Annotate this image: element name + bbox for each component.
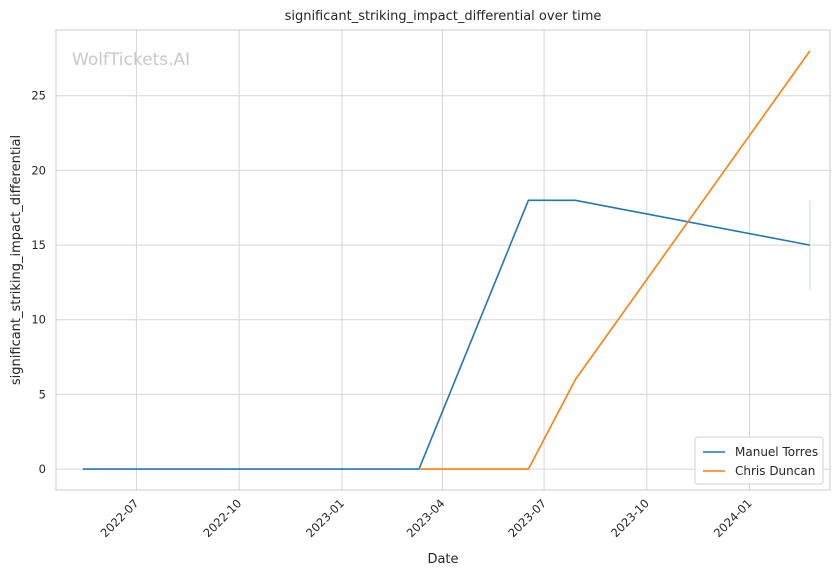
legend-box: [694, 436, 824, 485]
x-axis-label: Date: [427, 552, 458, 567]
watermark: WolfTickets.AI: [72, 50, 190, 70]
legend-entry-label: Manuel Torres: [735, 445, 818, 459]
x-axis-ticks: 2022-07 2022-10 2023-01 2023-04 2023-07 2023-…: [98, 496, 755, 540]
y-axis-ticks: 0 5 10 15 20 25: [31, 89, 46, 476]
plot-area-frame: [55, 29, 831, 491]
x-tick-label: 2023-10: [608, 496, 652, 540]
y-tick-label: 15: [31, 238, 46, 252]
y-axis-label: significant_striking_impact_differential: [9, 135, 24, 385]
y-tick-label: 5: [39, 387, 46, 401]
x-tick-label: 2023-07: [505, 496, 549, 540]
legend-entry-label: Chris Duncan: [735, 464, 815, 478]
series-line-manuel-torres: [82, 199, 811, 470]
grid: [56, 30, 830, 490]
y-tick-label: 25: [31, 89, 46, 103]
x-tick-label: 2022-10: [200, 496, 244, 540]
y-tick-label: 20: [31, 163, 46, 177]
chart-title: significant_striking_impact_differential…: [285, 9, 602, 24]
y-tick-label: 10: [31, 313, 46, 327]
series-lines: [82, 50, 811, 470]
y-tick-label: 0: [39, 462, 46, 476]
x-tick-label: 2023-04: [404, 496, 448, 540]
legend: Manuel Torres Chris Duncan: [694, 436, 824, 485]
x-tick-label: 2023-01: [303, 496, 347, 540]
series-line-chris-duncan: [419, 50, 811, 470]
x-tick-label: 2024-01: [711, 496, 755, 540]
x-tick-label: 2022-07: [98, 496, 142, 540]
